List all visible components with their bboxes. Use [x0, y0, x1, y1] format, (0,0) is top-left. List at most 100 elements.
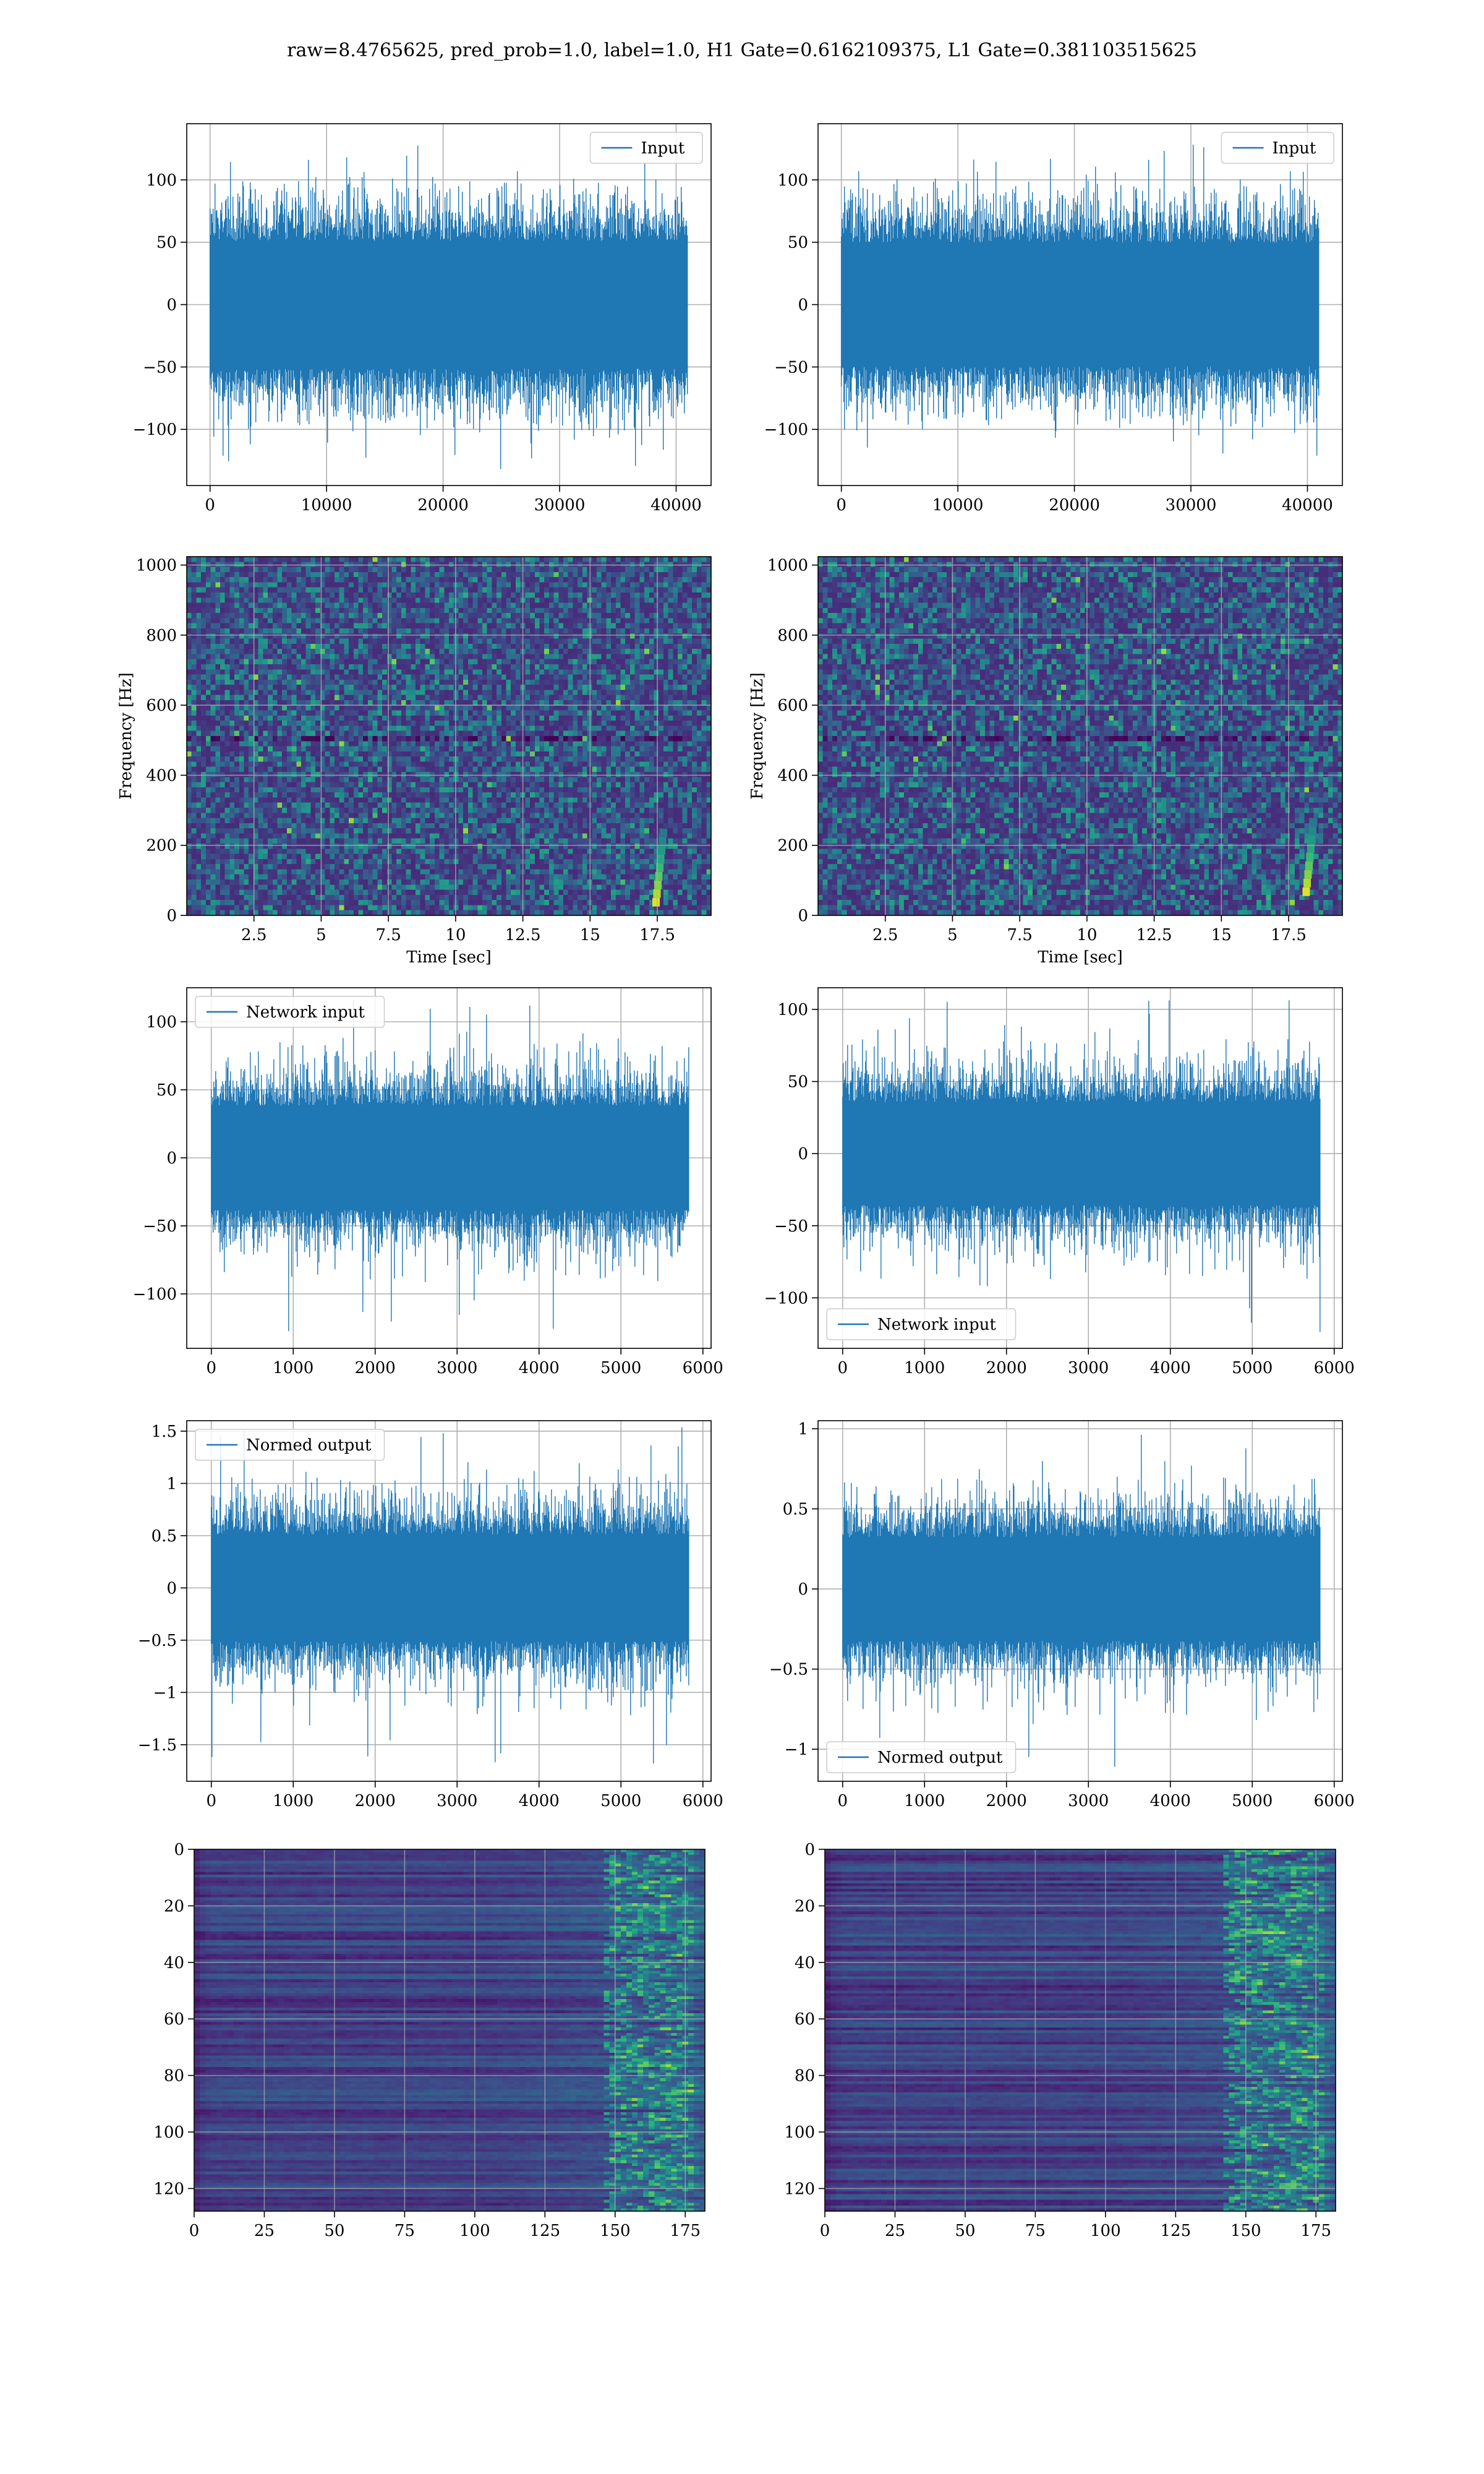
spectrogram-chirp: [1305, 862, 1313, 870]
legend: Normed output: [827, 1742, 1016, 1773]
spectrogram-chirp: [1308, 836, 1315, 844]
x-tick-label: 2000: [986, 1792, 1027, 1810]
y-tick-label: −1.5: [138, 1736, 177, 1755]
x-tick-label: 75: [394, 2222, 415, 2240]
x-tick-label: 50: [955, 2222, 975, 2240]
spectrogram-chirp: [1303, 879, 1311, 888]
x-tick-label: 1000: [904, 1359, 945, 1377]
y-tick-label: −100: [764, 1289, 808, 1308]
h1-normed-output-axes: 0 1000 2000 3000 4000 5000 6000−1.5−1−0.500.51…: [138, 1421, 723, 1810]
x-tick-label: 125: [1160, 2222, 1191, 2240]
x-tick-label: 25: [254, 2222, 275, 2240]
y-tick-label: 1.5: [151, 1423, 177, 1441]
y-tick-label: 200: [777, 837, 808, 855]
x-tick-label: 40000: [650, 496, 702, 515]
x-tick-label: 175: [670, 2222, 701, 2240]
y-tick-label: 50: [788, 234, 808, 252]
x-tick-label: 75: [1025, 2222, 1046, 2240]
y-axis-label: Frequency [Hz]: [748, 672, 767, 800]
y-tick-label: −100: [133, 421, 177, 439]
x-tick-label: 6000: [683, 1792, 723, 1810]
legend: Input: [1222, 132, 1334, 163]
x-tick-label: 1000: [273, 1359, 313, 1377]
legend-label: Input: [641, 139, 685, 158]
y-tick-label: −1: [153, 1684, 177, 1702]
y-tick-label: 800: [146, 627, 177, 645]
y-tick-label: 60: [164, 2010, 184, 2029]
y-tick-label: −50: [774, 1217, 808, 1236]
y-tick-label: 0: [798, 907, 808, 925]
y-tick-label: 100: [777, 171, 808, 190]
legend-label: Network input: [877, 1316, 996, 1334]
x-tick-label: 4000: [519, 1792, 560, 1810]
y-tick-label: 600: [777, 696, 808, 715]
y-tick-label: 1: [166, 1475, 177, 1493]
x-tick-label: 0: [837, 1792, 848, 1810]
x-tick-label: 4000: [1150, 1359, 1191, 1377]
spectrogram-chirp: [654, 881, 662, 889]
x-tick-label: 12.5: [1136, 926, 1172, 944]
x-tick-label: 5: [947, 926, 958, 944]
y-tick-label: 0: [166, 1579, 177, 1598]
x-axis-label: Time [sec]: [1038, 948, 1123, 967]
x-tick-label: 30000: [1166, 496, 1217, 515]
x-axis-label: Time [sec]: [406, 948, 492, 967]
x-tick-label: 0: [206, 1359, 216, 1377]
x-tick-label: 20000: [417, 496, 469, 515]
x-tick-label: 0: [837, 1359, 848, 1377]
x-tick-label: 2.5: [872, 926, 898, 944]
spectrogram-chirp: [660, 829, 667, 837]
y-tick-label: 0.5: [151, 1527, 177, 1546]
x-tick-label: 7.5: [1007, 926, 1032, 944]
l1-normed-output-axes: 0 1000 2000 3000 4000 5000 6000−1−0.500.51Norm…: [769, 1420, 1355, 1810]
legend: Network input: [827, 1309, 1016, 1340]
y-tick-label: 0: [798, 296, 808, 315]
y-tick-label: 100: [153, 2123, 184, 2142]
heatmap-cells: [194, 1849, 706, 2212]
legend-label: Normed output: [877, 1748, 1003, 1767]
spectrogram-chirp: [657, 855, 665, 863]
x-tick-label: 2000: [355, 1792, 396, 1810]
legend: Input: [591, 132, 703, 163]
x-tick-label: 0: [820, 2222, 830, 2240]
x-tick-label: 2000: [986, 1359, 1027, 1377]
l1-network-input-axes: 0 1000 2000 3000 4000 5000 6000−100−50050100Ne…: [764, 988, 1355, 1377]
x-tick-label: 15: [580, 926, 600, 944]
y-tick-label: 60: [795, 2010, 815, 2029]
y-tick-label: 0: [804, 1841, 815, 1859]
y-tick-label: −50: [143, 1217, 177, 1236]
y-tick-label: 0: [798, 1145, 808, 1163]
x-tick-label: 5000: [600, 1359, 641, 1377]
x-tick-label: 100: [1090, 2222, 1121, 2240]
legend-label: Normed output: [246, 1436, 372, 1455]
legend: Normed output: [195, 1429, 385, 1460]
y-tick-label: 50: [788, 1073, 808, 1092]
x-tick-label: 7.5: [375, 926, 401, 944]
x-tick-label: 10: [1077, 926, 1097, 944]
y-tick-label: 0: [166, 907, 177, 925]
y-tick-label: −0.5: [769, 1661, 808, 1679]
x-tick-label: 175: [1300, 2222, 1331, 2240]
y-tick-label: 1: [798, 1420, 808, 1439]
y-tick-label: −100: [133, 1285, 177, 1304]
spectrogram-chirp: [1302, 888, 1310, 896]
x-tick-label: 10000: [932, 496, 984, 515]
y-tick-label: 20: [795, 1897, 815, 1915]
y-tick-label: 0.5: [783, 1500, 808, 1519]
x-tick-label: 4000: [519, 1359, 560, 1377]
y-tick-label: 50: [156, 234, 177, 252]
x-tick-label: 3000: [437, 1792, 477, 1810]
y-tick-label: 40: [164, 1954, 184, 1972]
y-tick-label: −50: [774, 358, 808, 377]
heatmap-cells: [818, 557, 1343, 916]
x-tick-label: 6000: [1314, 1792, 1355, 1810]
spectrogram-chirp: [1309, 827, 1316, 836]
y-tick-label: 100: [146, 1013, 177, 1032]
y-tick-label: 100: [777, 1001, 808, 1019]
x-tick-label: 20000: [1049, 496, 1100, 515]
y-tick-label: 20: [164, 1897, 184, 1915]
y-tick-label: 0: [798, 1580, 808, 1599]
y-tick-label: 0: [166, 1149, 177, 1168]
